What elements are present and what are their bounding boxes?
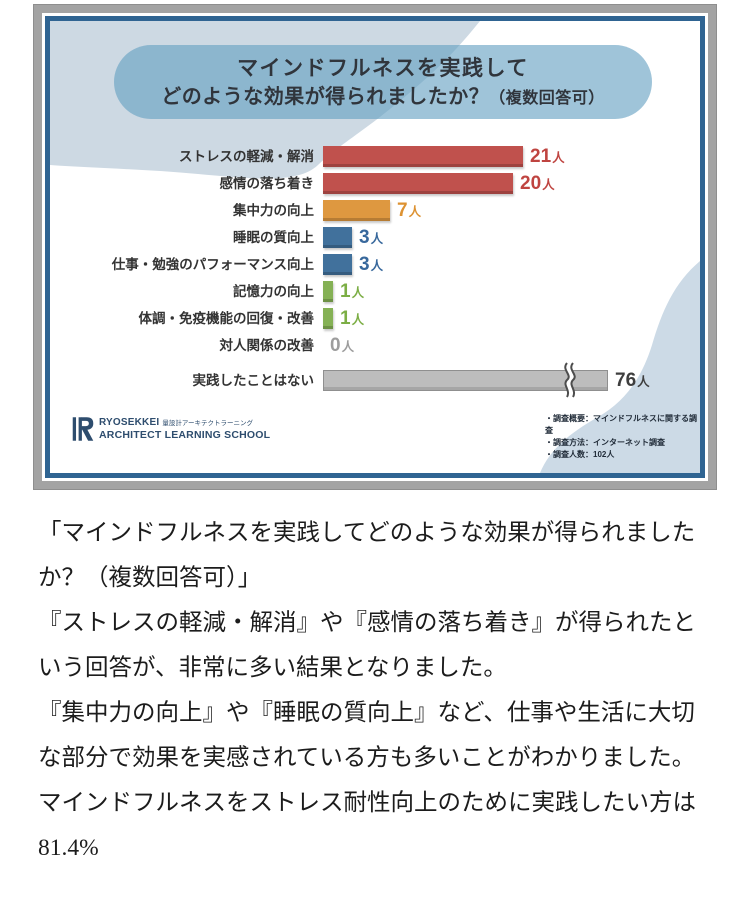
bar-chart-rows: ストレスの軽減・解消 21人 感情の落ち着き 20人 集中力の向上 7人 睡眠の質向上 3人仕…	[50, 143, 700, 398]
chart-title-line2: どのような効果が得られましたか？（複数回答可）	[161, 87, 605, 107]
chart-category-label: 睡眠の質向上	[233, 229, 314, 245]
chart-row: 実践したことはない 76人	[50, 362, 700, 398]
blob-bottom-right	[540, 261, 700, 473]
chart-category-label: 集中力の向上	[233, 202, 314, 218]
chart-category-label: 体調・免疫機能の回復・改善	[138, 310, 315, 326]
chart-value-label: 0人	[330, 335, 355, 356]
chart-value-label: 1人	[340, 281, 365, 302]
article-paragraph: 「マインドフルネスを実践してどのような効果が得られましたか？（複数回答可）」	[38, 520, 696, 591]
chart-category-label: 仕事・勉強のパフォーマンス向上	[111, 256, 314, 272]
chart-bar	[323, 146, 523, 167]
survey-note-sample: ・調査人数：102人	[545, 450, 615, 459]
logo-name-en: RYOSEKKEI	[99, 416, 160, 428]
chart-row: 記憶力の向上 1人	[50, 278, 700, 305]
ryosekkei-logo-text: RYOSEKKEI 量設計アーキテクトラーニング ARCHITECT LEARN…	[99, 416, 271, 441]
survey-infographic-image: マインドフルネスを実践して どのような効果が得られましたか？（複数回答可） スト…	[33, 4, 717, 490]
chart-title-line2-main: どのような効果が得られましたか？	[161, 85, 490, 108]
survey-note-overview: ・調査概要：マインドフルネスに関する調査	[545, 414, 697, 435]
chart-category-label: ストレスの軽減・解消	[179, 148, 314, 164]
chart-value-label: 3人	[359, 227, 384, 248]
article-text: 「マインドフルネスを実践してどのような効果が得られましたか？（複数回答可）」 『…	[38, 511, 716, 871]
chart-bar	[323, 200, 390, 221]
chart-row: 体調・免疫機能の回復・改善 1人	[50, 305, 700, 332]
chart-category-label: 記憶力の向上	[233, 283, 314, 299]
chart-row: 感情の落ち着き 20人	[50, 170, 700, 197]
infographic-card: マインドフルネスを実践して どのような効果が得られましたか？（複数回答可） スト…	[45, 16, 705, 478]
chart-row: 仕事・勉強のパフォーマンス向上 3人	[50, 251, 700, 278]
chart-bar	[323, 173, 513, 194]
chart-bar-truncated	[323, 362, 608, 398]
article-paragraph: 『ストレスの軽減・解消』や『感情の落ち着き』が得られたという回答が、非常に多い結…	[38, 610, 696, 681]
chart-category-label: 感情の落ち着き	[219, 175, 315, 191]
chart-value-label: 21人	[530, 146, 565, 167]
logo-name-jp: 量設計アーキテクトラーニング	[162, 419, 253, 427]
survey-note-method: ・調査方法：インターネット調査	[545, 438, 665, 447]
ryosekkei-logo-mark	[72, 417, 94, 441]
chart-title-line1: マインドフルネスを実践して	[237, 56, 529, 80]
chart-row: ストレスの軽減・解消 21人	[50, 143, 700, 170]
ryosekkei-logo: RYOSEKKEI 量設計アーキテクトラーニング ARCHITECT LEARN…	[72, 415, 270, 443]
survey-notes: ・調査概要：マインドフルネスに関する調査 ・調査方法：インターネット調査 ・調査…	[545, 413, 700, 461]
chart-title-pill: マインドフルネスを実践して どのような効果が得られましたか？（複数回答可）	[114, 45, 652, 119]
article-paragraph: 『集中力の向上』や『睡眠の質向上』など、仕事や生活に大切な部分で効果を実感されて…	[38, 700, 696, 861]
chart-row: 対人関係の改善 0人	[50, 332, 700, 359]
chart-category-label: 実践したことはない	[192, 372, 315, 388]
image-inner-margin: マインドフルネスを実践して どのような効果が得られましたか？（複数回答可） スト…	[42, 13, 708, 481]
logo-subtitle: ARCHITECT LEARNING SCHOOL	[99, 428, 271, 441]
chart-value-label: 7人	[397, 200, 422, 221]
chart-value-label: 3人	[359, 254, 384, 275]
chart-row: 睡眠の質向上 3人	[50, 224, 700, 251]
chart-bar	[323, 308, 333, 329]
chart-title-line2-note: （複数回答可）	[489, 89, 605, 107]
chart-row: 集中力の向上 7人	[50, 197, 700, 224]
bar-chart: ストレスの軽減・解消 21人 感情の落ち着き 20人 集中力の向上 7人 睡眠の質向上 3人仕…	[50, 143, 700, 398]
axis-break-icon	[564, 362, 576, 398]
chart-value-label: 20人	[520, 173, 555, 194]
chart-value-label: 1人	[340, 308, 365, 329]
chart-bar	[323, 281, 333, 302]
chart-value-label: 76人	[615, 370, 650, 391]
chart-bar	[323, 227, 352, 248]
chart-bar	[323, 254, 352, 275]
chart-category-label: 対人関係の改善	[219, 337, 315, 353]
